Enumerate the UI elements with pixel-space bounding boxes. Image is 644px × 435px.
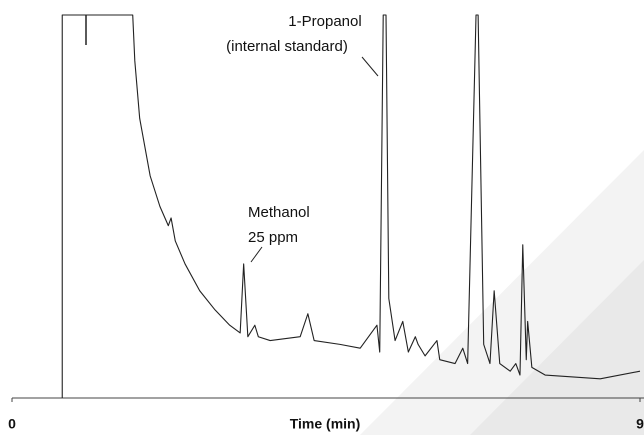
annotation: 25 ppm bbox=[248, 229, 298, 246]
annotation: Methanol bbox=[248, 204, 310, 221]
x-tick-label: 9 bbox=[636, 416, 644, 432]
annotation: (internal standard) bbox=[226, 38, 348, 55]
x-axis-label: Time (min) bbox=[290, 416, 361, 432]
annotation-leader bbox=[250, 246, 263, 263]
chromatogram-trace bbox=[61, 14, 641, 398]
annotation: 1-Propanol bbox=[288, 13, 361, 30]
x-tick-label: 0 bbox=[8, 416, 16, 432]
annotation-leader bbox=[361, 56, 379, 77]
background-shade bbox=[470, 260, 644, 435]
